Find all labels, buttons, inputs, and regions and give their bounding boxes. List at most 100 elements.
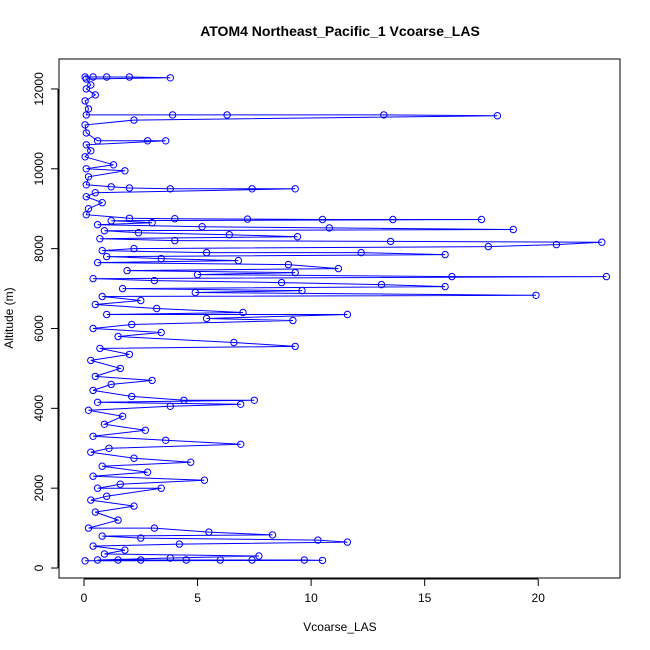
data-point <box>230 338 238 347</box>
data-point <box>125 184 134 192</box>
data-point <box>477 215 486 224</box>
data-point <box>198 223 206 231</box>
data-point <box>82 193 91 201</box>
data-point <box>107 217 115 225</box>
y-tick-label: 10000 <box>32 152 46 186</box>
data-point <box>137 556 145 564</box>
data-point <box>225 231 234 239</box>
data-point <box>130 244 138 253</box>
y-tick-label: 6000 <box>32 315 46 342</box>
data-point <box>223 111 231 119</box>
x-axis: 0 5 10 15 20 <box>81 578 545 605</box>
data-point <box>82 181 91 189</box>
chart-title: ATOM4 Northeast_Pacific_1 Vcoarse_LAS <box>200 23 480 39</box>
data-point <box>125 73 134 81</box>
data-point <box>343 538 352 546</box>
data-point <box>171 236 179 245</box>
data-point <box>82 165 91 173</box>
data-point <box>291 342 299 351</box>
data-point <box>87 448 95 456</box>
y-axis-label: Altitude (m) <box>2 287 16 348</box>
data-point <box>166 185 175 193</box>
data-point <box>598 238 606 246</box>
data-point <box>441 282 449 291</box>
data-point <box>134 229 143 237</box>
data-point <box>96 344 104 353</box>
data-point <box>128 392 136 401</box>
data-point <box>98 199 106 207</box>
data-point <box>175 540 184 548</box>
data-point <box>82 141 91 149</box>
data-point <box>148 219 156 227</box>
data-point <box>343 310 352 319</box>
data-point <box>81 97 89 105</box>
data-point <box>239 308 247 317</box>
data-point <box>380 111 388 119</box>
data-point <box>237 400 245 408</box>
y-axis: 0 2000 4000 6000 8000 10000 12000 <box>32 72 59 571</box>
data-point <box>103 310 111 319</box>
data-point <box>81 121 89 129</box>
y-tick-label: 8000 <box>32 235 46 262</box>
data-point <box>386 237 395 246</box>
data-point <box>84 524 93 532</box>
data-point <box>89 324 97 333</box>
data-point <box>141 426 150 434</box>
data-point <box>268 531 277 539</box>
data-point <box>300 556 308 564</box>
data-point <box>125 350 134 359</box>
data-point <box>137 296 145 305</box>
data-point <box>602 272 611 281</box>
data-point <box>91 91 100 99</box>
data-point <box>100 420 109 428</box>
data-point <box>81 73 89 81</box>
data-point <box>377 280 386 289</box>
data-point <box>81 557 89 565</box>
data-point <box>93 258 102 267</box>
data-point <box>157 254 165 263</box>
data-point <box>193 270 202 279</box>
y-tick-label: 4000 <box>32 395 46 422</box>
y-tick-label: 0 <box>32 564 46 571</box>
data-point <box>93 137 102 145</box>
data-point <box>93 221 102 229</box>
data-point <box>98 532 106 540</box>
data-point <box>148 376 156 385</box>
data-point <box>441 250 449 259</box>
data-point <box>293 233 302 241</box>
y-tick-label: 2000 <box>32 475 46 502</box>
data-point <box>389 215 397 224</box>
data-point <box>318 215 327 224</box>
data-point <box>89 386 97 395</box>
data-point <box>114 516 122 524</box>
data-point <box>118 412 127 420</box>
data-point <box>96 235 104 243</box>
data-point <box>93 398 102 406</box>
data-point <box>166 74 175 82</box>
data-point <box>81 153 89 161</box>
data-point <box>202 248 211 257</box>
x-tick-label: 15 <box>418 591 432 605</box>
data-point <box>84 173 93 181</box>
series-points <box>81 73 611 565</box>
data-point <box>98 292 106 301</box>
data-point <box>234 256 243 265</box>
data-point <box>100 227 109 235</box>
data-point <box>200 476 209 484</box>
data-point <box>84 406 93 414</box>
data-point <box>150 276 159 285</box>
data-point <box>123 266 131 275</box>
data-point <box>87 81 95 89</box>
x-tick-label: 0 <box>81 591 88 605</box>
data-point <box>291 268 299 277</box>
data-point <box>91 372 100 381</box>
data-point <box>91 508 100 516</box>
data-point <box>182 556 190 564</box>
data-point <box>103 252 111 261</box>
data-point <box>130 502 138 510</box>
data-point <box>166 402 175 410</box>
data-point <box>93 484 102 492</box>
